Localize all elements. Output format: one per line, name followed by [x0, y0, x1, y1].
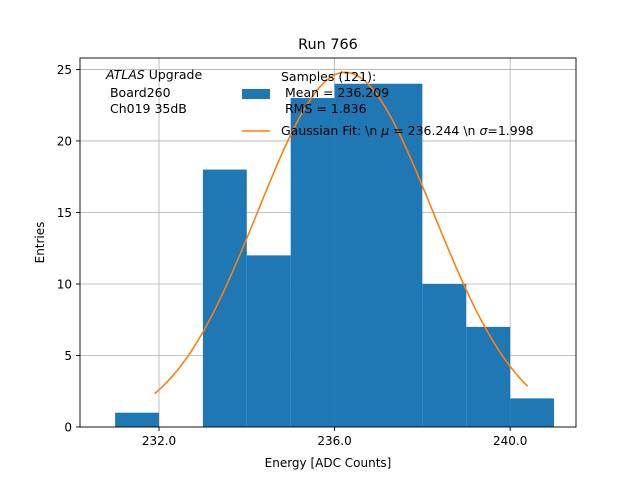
- atlas-annotation: ATLAS Upgrade Board260 Ch019 35dB: [105, 67, 202, 116]
- x-axis-ticks: 232.0 236.0 240.0: [142, 427, 527, 448]
- x-tick-label-2: 240.0: [493, 434, 527, 448]
- legend-fit-suffix: =1.998: [487, 123, 533, 138]
- histogram-bar-5: [334, 83, 379, 427]
- y-tick-label-1: 5: [64, 349, 72, 363]
- legend-fit-prefix: Gaussian Fit: \n: [281, 123, 381, 138]
- x-tick-label-0: 232.0: [142, 434, 176, 448]
- legend-hist-swatch: [242, 89, 270, 99]
- legend-hist-line-3: RMS = 1.836: [281, 101, 367, 116]
- y-tick-label-2: 10: [57, 277, 72, 291]
- legend-fit-label: Gaussian Fit: \n μ = 236.244 \n σ=1.998: [281, 123, 534, 138]
- histogram-bar-7: [422, 283, 467, 427]
- y-tick-label-4: 20: [57, 134, 72, 148]
- legend-fit-sigma: σ: [479, 123, 488, 138]
- annotation-line-1: ATLAS Upgrade: [105, 67, 202, 82]
- annotation-line-2: Board260: [106, 85, 171, 100]
- legend-hist-line-2: Mean = 236.209: [281, 85, 389, 100]
- histogram-bar-3: [246, 255, 291, 427]
- x-tick-label-1: 236.0: [317, 434, 351, 448]
- histogram-bar-4: [290, 98, 335, 427]
- y-tick-label-3: 15: [57, 206, 72, 220]
- y-tick-label-0: 0: [64, 421, 72, 435]
- gaussian-fit-curve: [154, 71, 529, 395]
- legend-fit-mid: = 236.244 \n: [389, 123, 479, 138]
- annotation-upgrade: Upgrade: [145, 67, 203, 82]
- plot-frame: [79, 57, 577, 428]
- y-axis-ticks: 0 5 10 15 20 25: [57, 63, 80, 435]
- chart-title: Run 766: [298, 37, 358, 53]
- annotation-atlas: ATLAS: [105, 67, 145, 82]
- legend: Samples (121): Mean = 236.209 RMS = 1.83…: [242, 69, 534, 138]
- legend-hist-line-1: Samples (121):: [281, 69, 376, 84]
- legend-fit-mu: μ: [380, 123, 389, 138]
- x-axis-label: Energy [ADC Counts]: [265, 456, 392, 470]
- histogram-bar-8: [466, 326, 511, 427]
- y-tick-label-5: 25: [57, 63, 72, 77]
- gaussian-fit-line: [154, 71, 529, 395]
- histogram-bar-2: [202, 169, 247, 427]
- y-axis-label: Entries: [33, 222, 47, 264]
- annotation-line-3: Ch019 35dB: [106, 101, 187, 116]
- histogram-bars: [115, 83, 555, 427]
- histogram-bar-6: [378, 83, 423, 427]
- histogram-bar-9: [510, 398, 555, 427]
- histogram-bar-0: [115, 412, 160, 427]
